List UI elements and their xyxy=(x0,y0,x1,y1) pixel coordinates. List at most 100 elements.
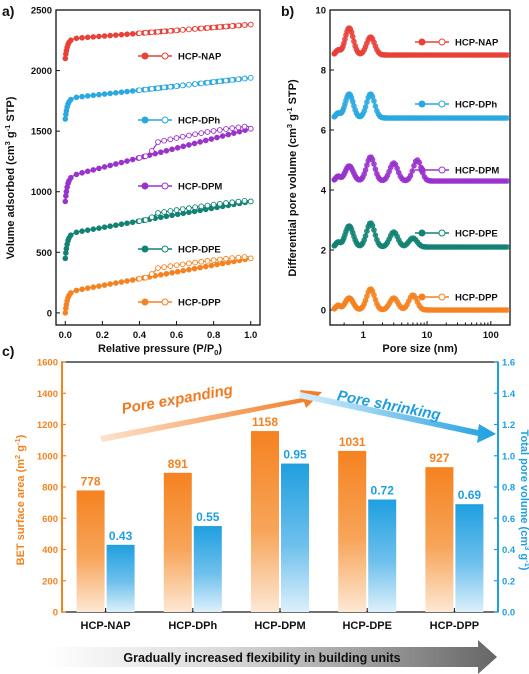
legend-label: HCP-DPM xyxy=(455,166,499,177)
psd-point xyxy=(416,159,423,166)
psd-point xyxy=(349,33,356,40)
adsorption-point xyxy=(169,269,175,276)
desorption-point xyxy=(204,202,211,209)
psd-point xyxy=(504,52,510,58)
isotherm-HCP-DPP: HCP-DPP xyxy=(62,254,254,316)
desorption-point xyxy=(204,129,211,135)
desorption-point xyxy=(136,30,143,37)
adsorption-point xyxy=(62,116,69,122)
bet-value-label: 1158 xyxy=(252,415,278,429)
a-ytick-label: 1500 xyxy=(31,127,52,138)
psd-point xyxy=(362,167,369,173)
adsorption-point xyxy=(90,92,97,99)
adsorption-point xyxy=(96,283,102,289)
legend-label: HCP-DPP xyxy=(178,298,221,309)
desorption-point xyxy=(179,82,186,89)
adsorption-point xyxy=(202,263,209,270)
adsorption-point xyxy=(129,277,136,283)
panel-b-y-axis-label: Differential pore volume (cm3 g-1 STP) xyxy=(285,79,299,277)
psd-point xyxy=(371,98,377,104)
a-xtick-label: 0.6 xyxy=(170,330,183,341)
adsorption-point xyxy=(79,170,85,176)
desorption-point xyxy=(216,256,223,263)
adsorption-point xyxy=(118,89,125,96)
adsorption-point xyxy=(62,310,69,316)
adsorption-point xyxy=(107,281,113,287)
panel-b-label: b) xyxy=(281,3,294,19)
desorption-point xyxy=(223,200,229,206)
adsorption-point xyxy=(124,278,130,284)
psd-point xyxy=(409,168,416,174)
desorption-point xyxy=(229,125,236,131)
adsorption-point xyxy=(157,214,164,221)
pore-shrinking-label: Pore shrinking xyxy=(336,387,442,424)
desorption-point xyxy=(186,81,192,88)
adsorption-point xyxy=(118,279,125,285)
adsorption-point xyxy=(180,143,187,150)
legend-label: HCP-DPh xyxy=(455,100,497,111)
pore-volume-value-label: 0.95 xyxy=(283,448,307,462)
adsorption-point xyxy=(101,33,108,39)
legend-label: HCP-NAP xyxy=(178,52,222,63)
adsorption-point xyxy=(113,280,119,286)
adsorption-point xyxy=(79,228,85,234)
legend-label: HCP-DPM xyxy=(178,182,222,193)
category-label: HCP-DPP xyxy=(430,620,480,632)
adsorption-point xyxy=(174,145,181,151)
desorption-point xyxy=(173,207,180,213)
c-left-tick-label: 1200 xyxy=(37,420,58,431)
legend-marker-filled xyxy=(418,229,426,237)
desorption-point xyxy=(173,83,180,89)
adsorption-point xyxy=(107,162,113,169)
desorption-point xyxy=(167,263,174,269)
desorption-point xyxy=(235,124,242,131)
adsorption-point xyxy=(129,219,136,226)
legend-marker-filled xyxy=(141,116,149,124)
psd-point xyxy=(504,307,510,313)
b-xtick-label: 10 xyxy=(422,330,433,341)
desorption-point xyxy=(192,26,198,32)
c-left-tick-label: 0 xyxy=(53,608,58,619)
a-xtick-label: 0.0 xyxy=(59,330,72,341)
desorption-point xyxy=(148,29,155,36)
legend-marker-open xyxy=(161,182,169,190)
a-ytick-label: 500 xyxy=(36,248,52,259)
c-right-tick-label: 0.8 xyxy=(502,483,515,494)
adsorption-point xyxy=(124,220,130,227)
a-xtick-label: 0.4 xyxy=(133,330,147,341)
desorption-point xyxy=(210,257,217,264)
c-right-tick-label: 0.0 xyxy=(502,608,515,619)
legend-marker-open xyxy=(438,229,446,237)
desorption-point xyxy=(210,24,217,31)
desorption-point xyxy=(223,23,229,30)
adsorption-point xyxy=(96,33,102,40)
adsorption-point xyxy=(214,261,220,268)
a-xtick-label: 0.8 xyxy=(207,330,220,341)
desorption-point xyxy=(161,84,168,91)
pore-volume-bar xyxy=(193,526,222,612)
adsorption-point xyxy=(157,272,164,278)
adsorption-point xyxy=(90,34,97,40)
psd-point xyxy=(504,178,510,184)
category-label: HCP-DPE xyxy=(342,620,392,632)
bet-value-label: 778 xyxy=(81,474,101,488)
c-right-tick-label: 1.2 xyxy=(502,420,515,431)
desorption-point xyxy=(210,128,217,134)
adsorption-point xyxy=(163,270,170,277)
desorption-point xyxy=(179,27,186,33)
desorption-point xyxy=(186,205,192,211)
desorption-point xyxy=(179,133,186,140)
legend-marker-filled xyxy=(418,166,426,174)
adsorption-point xyxy=(68,174,74,181)
bet-bar xyxy=(163,472,192,612)
b-ytick-label: 6 xyxy=(321,126,326,137)
adsorption-point xyxy=(73,287,80,294)
desorption-point xyxy=(241,123,248,130)
desorption-point xyxy=(204,79,211,86)
adsorption-point xyxy=(90,284,97,290)
a-ytick-label: 0 xyxy=(47,308,52,319)
adsorption-point xyxy=(202,137,209,144)
legend-label: HCP-DPh xyxy=(178,116,220,127)
desorption-point xyxy=(173,262,180,269)
desorption-point xyxy=(204,25,211,31)
